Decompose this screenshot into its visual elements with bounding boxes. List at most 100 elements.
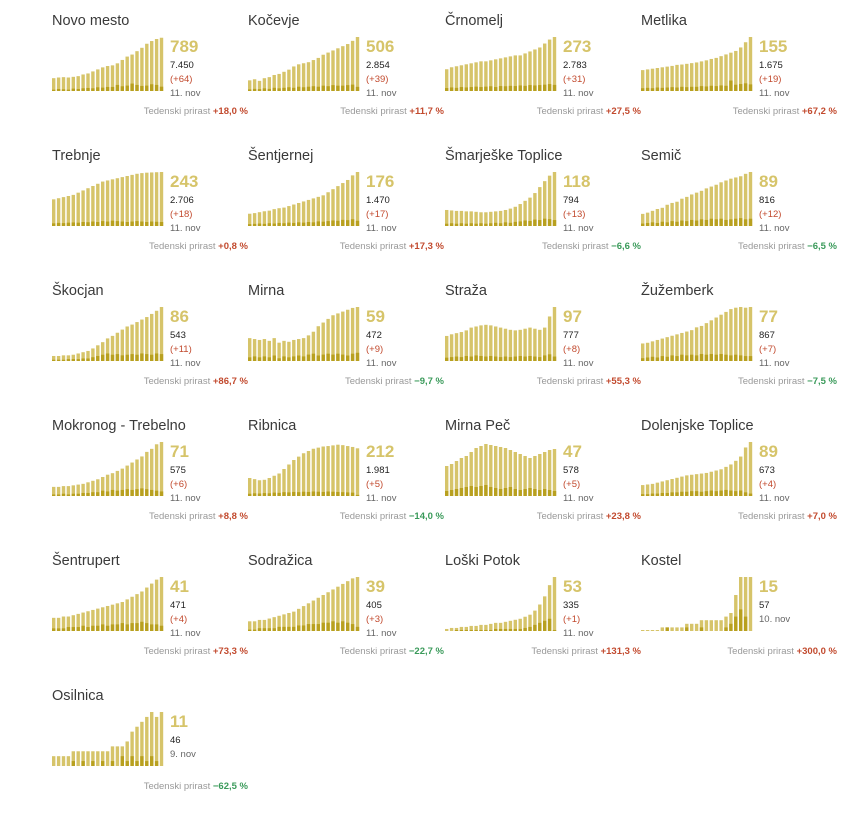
new-cases-bar (252, 88, 257, 91)
new-cases-bar (277, 88, 281, 91)
active-cases-bar (748, 172, 753, 226)
new-cases-bar (277, 358, 281, 361)
new-cases-bar (449, 357, 454, 361)
new-cases-bar (685, 221, 689, 226)
active-cases-bar (655, 630, 660, 631)
active-cases-value: 53 (563, 577, 582, 596)
active-cases-bar (660, 338, 664, 361)
new-cases-bar (297, 86, 301, 91)
daily-delta: (+8) (563, 344, 581, 355)
active-cases-bar (704, 472, 709, 496)
new-cases-bar (729, 219, 733, 226)
active-cases-bar (734, 595, 738, 631)
active-cases-bar (685, 63, 689, 91)
new-cases-bar (538, 220, 542, 226)
active-cases-bar (484, 444, 488, 496)
new-cases-bar (518, 628, 522, 631)
municipality-name: Trebnje (52, 148, 101, 164)
active-cases-bar (675, 334, 679, 361)
active-cases-bar (346, 179, 350, 226)
new-cases-bar (56, 88, 61, 91)
municipality-name: Šmarješke Toplice (445, 148, 563, 164)
sparkline-chart (248, 37, 360, 91)
new-cases-bar (76, 88, 80, 91)
active-cases-bar (115, 603, 120, 631)
new-cases-bar (484, 356, 488, 361)
total-cases-value: 2.706 (170, 195, 194, 206)
active-cases-bar (252, 339, 257, 361)
active-cases-bar (734, 177, 738, 226)
weekly-growth-label: Tedenski prirast (339, 241, 407, 252)
new-cases-bar (528, 220, 532, 226)
active-cases-bar (350, 578, 355, 631)
active-cases-bar (533, 49, 537, 91)
new-cases-bar (154, 490, 159, 496)
active-cases-bar (454, 210, 459, 226)
new-cases-bar (341, 219, 345, 226)
new-cases-bar (350, 353, 355, 361)
active-cases-value: 97 (563, 307, 582, 326)
weekly-growth: Tedenski prirast −62,5 % (144, 781, 248, 792)
active-cases-bar (267, 340, 271, 361)
sparkline-chart (248, 444, 360, 497)
new-cases-bar (665, 627, 669, 631)
active-cases-bar (61, 355, 66, 361)
new-cases-bar (518, 490, 522, 496)
active-cases-bar (125, 465, 129, 496)
active-cases-bar (336, 48, 340, 91)
active-cases-bar (135, 594, 139, 631)
active-cases-bar (282, 207, 286, 226)
new-cases-bar (150, 221, 154, 226)
new-cases-bar (489, 629, 493, 631)
active-cases-bar (350, 307, 355, 361)
new-cases-bar (350, 219, 355, 226)
new-cases-bar (316, 355, 320, 361)
new-cases-bar (690, 219, 694, 226)
active-cases-bar (719, 469, 723, 496)
active-cases-bar (52, 486, 56, 496)
new-cases-bar (331, 491, 335, 496)
daily-delta: (+5) (366, 479, 384, 490)
active-cases-bar (518, 55, 522, 91)
new-cases-bar (76, 359, 80, 361)
new-cases-bar (292, 222, 296, 226)
last-update-date: 11. nov (563, 223, 594, 234)
new-cases-bar (479, 223, 483, 226)
active-cases-bar (66, 616, 71, 631)
active-cases-bar (306, 199, 311, 226)
new-cases-bar (645, 494, 650, 496)
new-cases-bar (685, 491, 689, 496)
municipality-card: Semič 89 816 (+12) 11. nov Tedenski prirast −… (641, 148, 837, 278)
new-cases-bar (641, 494, 645, 496)
new-cases-bar (650, 88, 655, 91)
active-cases-bar (743, 447, 748, 496)
total-cases-value: 543 (170, 330, 186, 341)
active-cases-bar (301, 63, 306, 91)
new-cases-bar (101, 354, 105, 361)
active-cases-bar (709, 58, 713, 91)
new-cases-bar (306, 354, 311, 361)
active-cases-value: 273 (563, 37, 592, 56)
active-cases-bar (331, 445, 335, 497)
active-cases-bar (474, 326, 478, 361)
new-cases-bar (523, 85, 527, 91)
new-cases-bar (76, 493, 80, 496)
new-cases-bar (52, 223, 56, 226)
last-update-date: 11. nov (563, 628, 594, 639)
active-cases-bar (479, 61, 483, 91)
new-cases-bar (326, 86, 330, 91)
active-cases-bar (150, 712, 154, 766)
active-cases-bar (459, 210, 464, 226)
new-cases-bar (52, 628, 56, 631)
new-cases-bar (282, 492, 286, 496)
new-cases-bar (724, 85, 728, 91)
active-cases-bar (311, 60, 316, 91)
daily-delta: (+39) (366, 74, 389, 85)
active-cases-value: 176 (366, 172, 395, 191)
active-cases-bar (297, 456, 301, 497)
active-cases-bar (159, 442, 164, 496)
active-cases-bar (503, 448, 508, 496)
active-cases-bar (316, 326, 320, 361)
new-cases-bar (690, 86, 694, 91)
active-cases-bar (743, 173, 748, 226)
